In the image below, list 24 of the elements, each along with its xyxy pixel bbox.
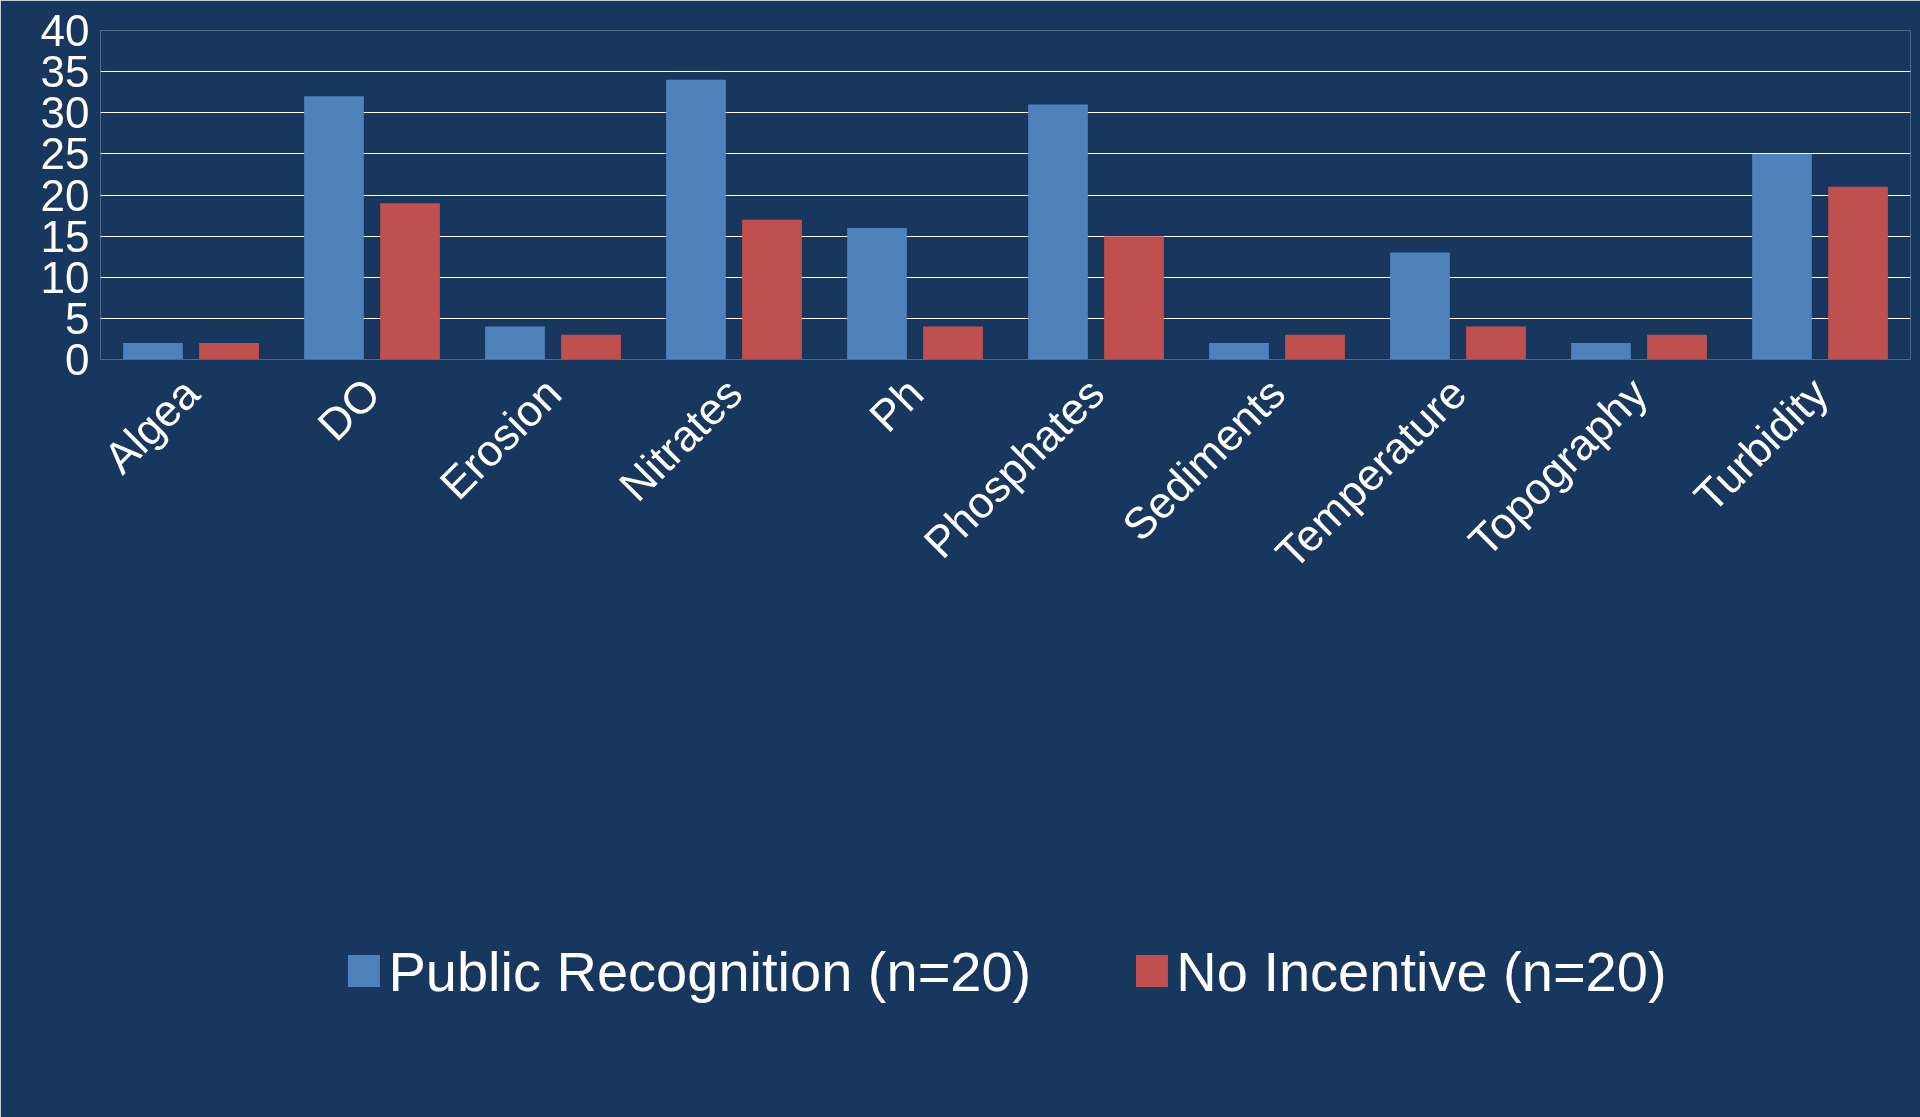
bar bbox=[1390, 252, 1450, 360]
x-tick-label: DO bbox=[308, 368, 390, 450]
bar bbox=[742, 219, 802, 360]
bar bbox=[1466, 326, 1526, 360]
legend-label: Public Recognition (n=20) bbox=[388, 938, 1032, 1004]
bar bbox=[923, 326, 983, 360]
bar bbox=[1209, 343, 1269, 360]
bar bbox=[847, 227, 907, 360]
bar bbox=[1752, 153, 1812, 360]
bar bbox=[485, 326, 545, 360]
bar bbox=[1571, 343, 1631, 360]
bar bbox=[123, 343, 183, 360]
legend-label: No Incentive (n=20) bbox=[1176, 938, 1667, 1004]
bar bbox=[1647, 334, 1707, 360]
bar bbox=[380, 203, 440, 360]
x-tick-label: Ph bbox=[859, 368, 933, 441]
bar bbox=[1828, 186, 1888, 360]
bar bbox=[304, 96, 364, 360]
bar bbox=[199, 343, 259, 360]
bar bbox=[561, 334, 621, 360]
bar bbox=[666, 79, 726, 360]
bar bbox=[1285, 334, 1345, 360]
bar bbox=[1028, 104, 1088, 360]
bar bbox=[1104, 236, 1164, 360]
